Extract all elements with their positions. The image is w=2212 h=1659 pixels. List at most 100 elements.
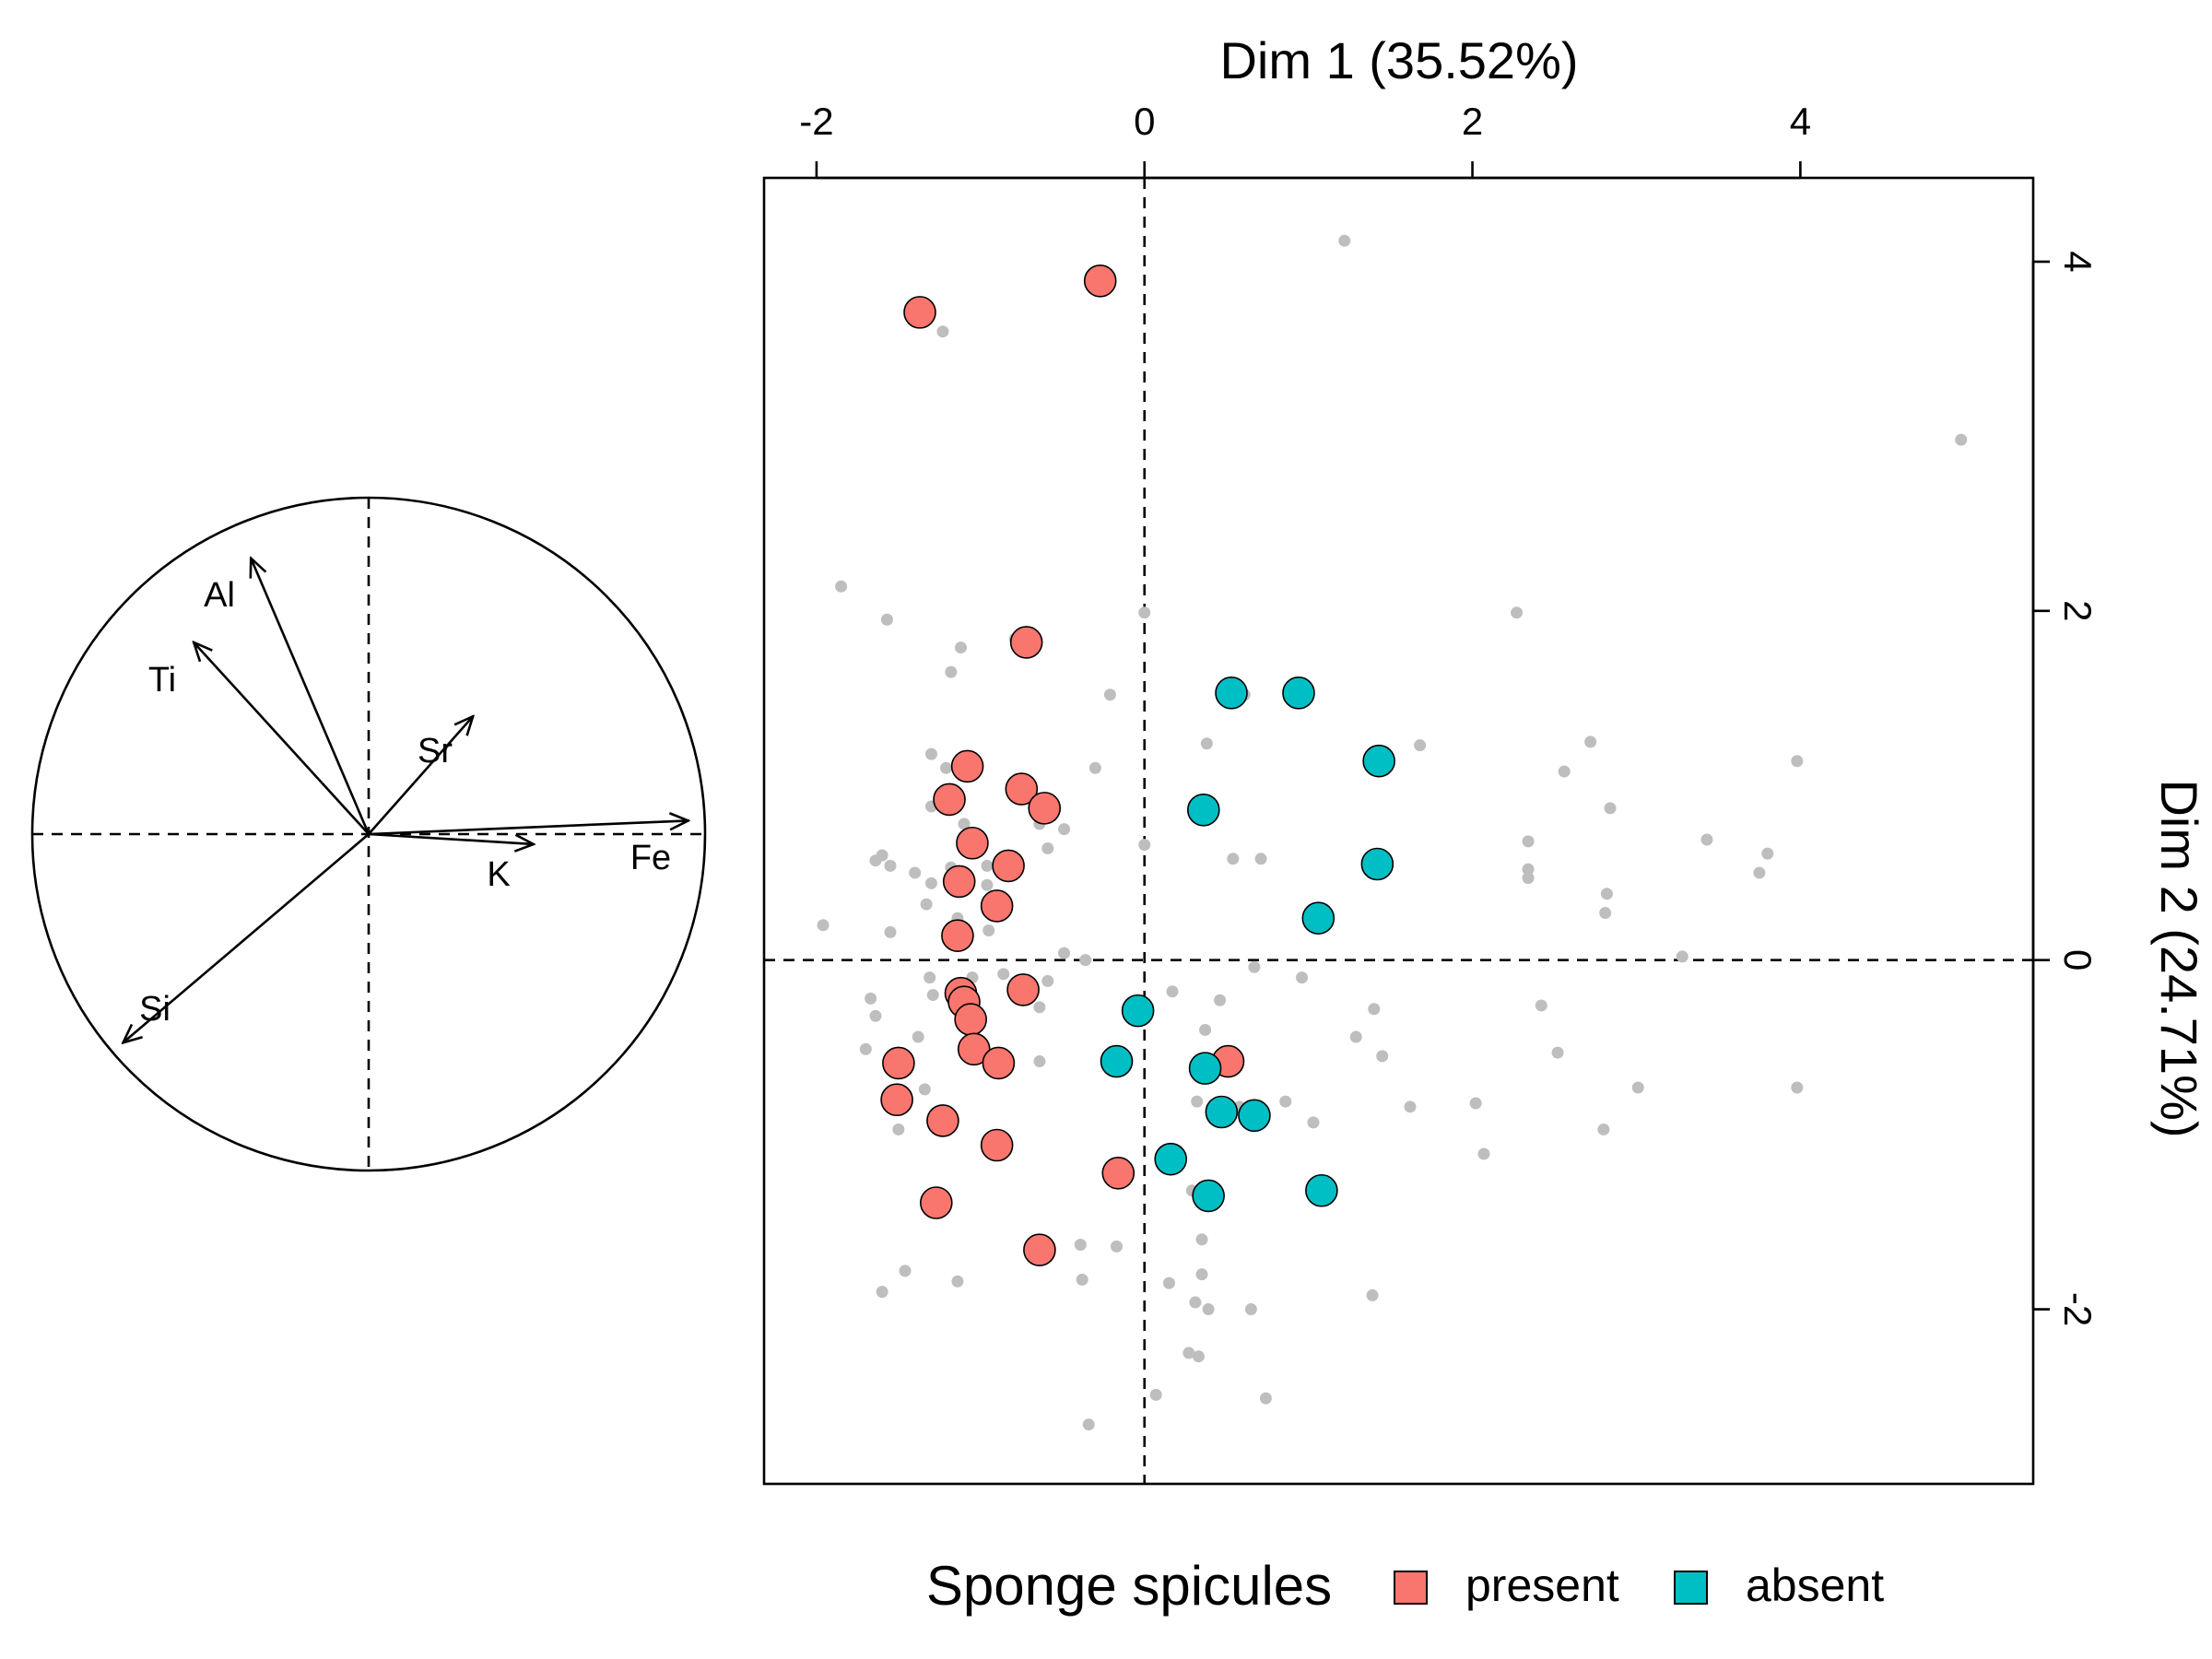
supplementary-point (1088, 761, 1101, 774)
supplementary-point (1259, 1392, 1272, 1405)
supplementary-point (909, 866, 922, 879)
supplementary-point (1558, 765, 1571, 778)
supplementary-point (1511, 606, 1524, 619)
supplementary-point (859, 1042, 872, 1055)
supplementary-point (1111, 1240, 1123, 1253)
supplementary-point (892, 1123, 905, 1135)
supplementary-point (1149, 1388, 1162, 1401)
point-absent (1215, 677, 1248, 710)
variable-arrow-sr (368, 716, 473, 835)
supplementary-point (997, 968, 1010, 981)
supplementary-point (924, 747, 937, 760)
data-points (817, 234, 1968, 1431)
supplementary-point (1551, 1046, 1564, 1059)
point-present (941, 919, 974, 952)
variable-arrow-al (251, 559, 371, 835)
point-absent (1154, 1142, 1188, 1176)
point-present (954, 1003, 987, 1036)
supplementary-point (1033, 1001, 1046, 1014)
supplementary-point (869, 1009, 882, 1022)
variable-label-al: Al (204, 576, 235, 615)
point-absent (1362, 744, 1395, 778)
axis-ticks: -2 0 2 4 -2 0 2 4 (799, 100, 2100, 1326)
supplementary-point (1189, 1296, 1202, 1309)
supplementary-point (1191, 1095, 1204, 1108)
supplementary-point (926, 989, 939, 1002)
supplementary-point (1202, 1303, 1215, 1316)
point-present (1006, 973, 1040, 1006)
y-axis-title: Dim 2 (24.71%) (2150, 779, 2208, 1137)
point-absent (1186, 793, 1220, 827)
point-present (1101, 1156, 1135, 1190)
legend-title: Sponge spicules (926, 1555, 1332, 1617)
supplementary-point (1182, 1347, 1195, 1359)
supplementary-point (1166, 985, 1179, 998)
supplementary-point (1195, 1233, 1208, 1246)
point-present (982, 1046, 1016, 1080)
point-present (992, 849, 1025, 883)
supplementary-point (1074, 1238, 1087, 1251)
supplementary-point (1761, 847, 1774, 860)
point-absent (1305, 1173, 1338, 1207)
point-present (926, 1104, 959, 1137)
point-present (882, 1046, 915, 1080)
supplementary-point (1366, 1288, 1379, 1301)
supplementary-point (1076, 1273, 1088, 1286)
supplementary-point (1368, 1003, 1381, 1016)
supplementary-point (1522, 863, 1535, 876)
supplementary-point (1307, 1116, 1320, 1129)
supplementary-point (1162, 1277, 1175, 1289)
x-tick-label: -2 (799, 100, 833, 143)
point-present (980, 889, 1014, 923)
point-present (1023, 1233, 1056, 1266)
point-absent (1121, 994, 1155, 1028)
supplementary-point (817, 919, 830, 932)
supplementary-point (1477, 1147, 1490, 1160)
supplementary-point (1058, 823, 1071, 836)
supplementary-point (951, 1275, 964, 1288)
point-absent (1100, 1044, 1134, 1078)
supplementary-point (918, 1083, 931, 1096)
supplementary-point (1469, 1097, 1482, 1110)
variable-label-sr: Sr (418, 732, 453, 771)
x-tick-label: 0 (1134, 100, 1155, 143)
variable-arrow-k (368, 832, 534, 844)
point-present (950, 749, 984, 783)
point-present (942, 865, 976, 899)
supplementary-point (1604, 802, 1617, 815)
supplementary-point (1584, 735, 1597, 748)
supplementary-point (1676, 950, 1688, 963)
point-present (957, 1032, 991, 1066)
supplementary-point (981, 859, 994, 872)
point-present (1009, 626, 1043, 659)
supplementary-point (1414, 739, 1427, 752)
supplementary-point (1279, 1095, 1292, 1108)
variable-arrows (124, 559, 688, 1043)
legend-swatch-absent (1674, 1571, 1708, 1605)
y-tick-label: -2 (2056, 1292, 2100, 1326)
point-absent (1188, 1052, 1222, 1085)
point-present (920, 1186, 953, 1219)
supplementary-point (939, 761, 952, 774)
supplementary-point (1214, 994, 1227, 1006)
supplementary-point (924, 877, 937, 889)
supplementary-point (1522, 872, 1535, 885)
supplementary-point (865, 992, 877, 1005)
point-present (956, 826, 989, 860)
point-present (980, 1128, 1014, 1162)
point-present (880, 1083, 913, 1117)
supplementary-point (1955, 433, 1968, 446)
plot-frame (762, 176, 2035, 1486)
correlation-circle: Al Ti Sr K Fe Si (30, 496, 707, 1172)
supplementary-point (920, 898, 933, 911)
supplementary-point (1254, 853, 1267, 865)
point-present (903, 296, 936, 329)
supplementary-point (945, 665, 958, 678)
supplementary-point (899, 1265, 912, 1277)
supplementary-point (1079, 954, 1092, 967)
supplementary-point (1248, 960, 1261, 973)
supplementary-point (1338, 234, 1351, 247)
point-absent (1205, 1095, 1239, 1129)
supplementary-point (876, 1286, 888, 1299)
supplementary-point (1082, 1418, 1095, 1431)
